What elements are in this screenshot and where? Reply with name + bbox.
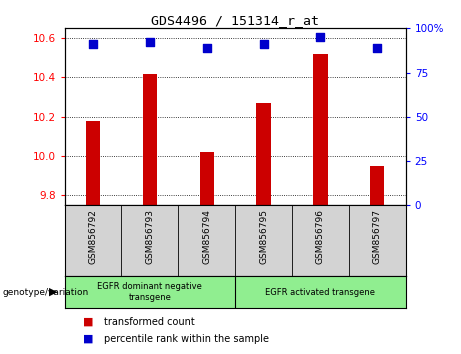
Point: [317, 34, 324, 40]
Text: GSM856793: GSM856793: [145, 209, 154, 264]
Text: ■: ■: [83, 334, 94, 344]
Bar: [86, 121, 100, 205]
Text: GSM856796: GSM856796: [316, 209, 325, 264]
Text: GSM856794: GSM856794: [202, 209, 211, 264]
Point: [146, 40, 154, 45]
Text: EGFR activated transgene: EGFR activated transgene: [266, 287, 375, 297]
Text: transformed count: transformed count: [104, 316, 195, 327]
Text: ■: ■: [83, 316, 94, 327]
Point: [89, 41, 97, 47]
Bar: [313, 54, 327, 205]
Point: [203, 45, 210, 51]
Point: [260, 41, 267, 47]
Text: GSM856797: GSM856797: [373, 209, 382, 264]
Text: genotype/variation: genotype/variation: [2, 287, 89, 297]
Bar: [200, 152, 214, 205]
Bar: [143, 74, 157, 205]
Text: ▶: ▶: [49, 287, 58, 297]
Bar: [370, 166, 384, 205]
Title: GDS4496 / 151314_r_at: GDS4496 / 151314_r_at: [151, 14, 319, 27]
Text: GSM856792: GSM856792: [89, 209, 97, 264]
Text: GSM856795: GSM856795: [259, 209, 268, 264]
Bar: [256, 103, 271, 205]
Text: percentile rank within the sample: percentile rank within the sample: [104, 334, 269, 344]
Point: [373, 45, 381, 51]
Text: EGFR dominant negative
transgene: EGFR dominant negative transgene: [97, 282, 202, 302]
